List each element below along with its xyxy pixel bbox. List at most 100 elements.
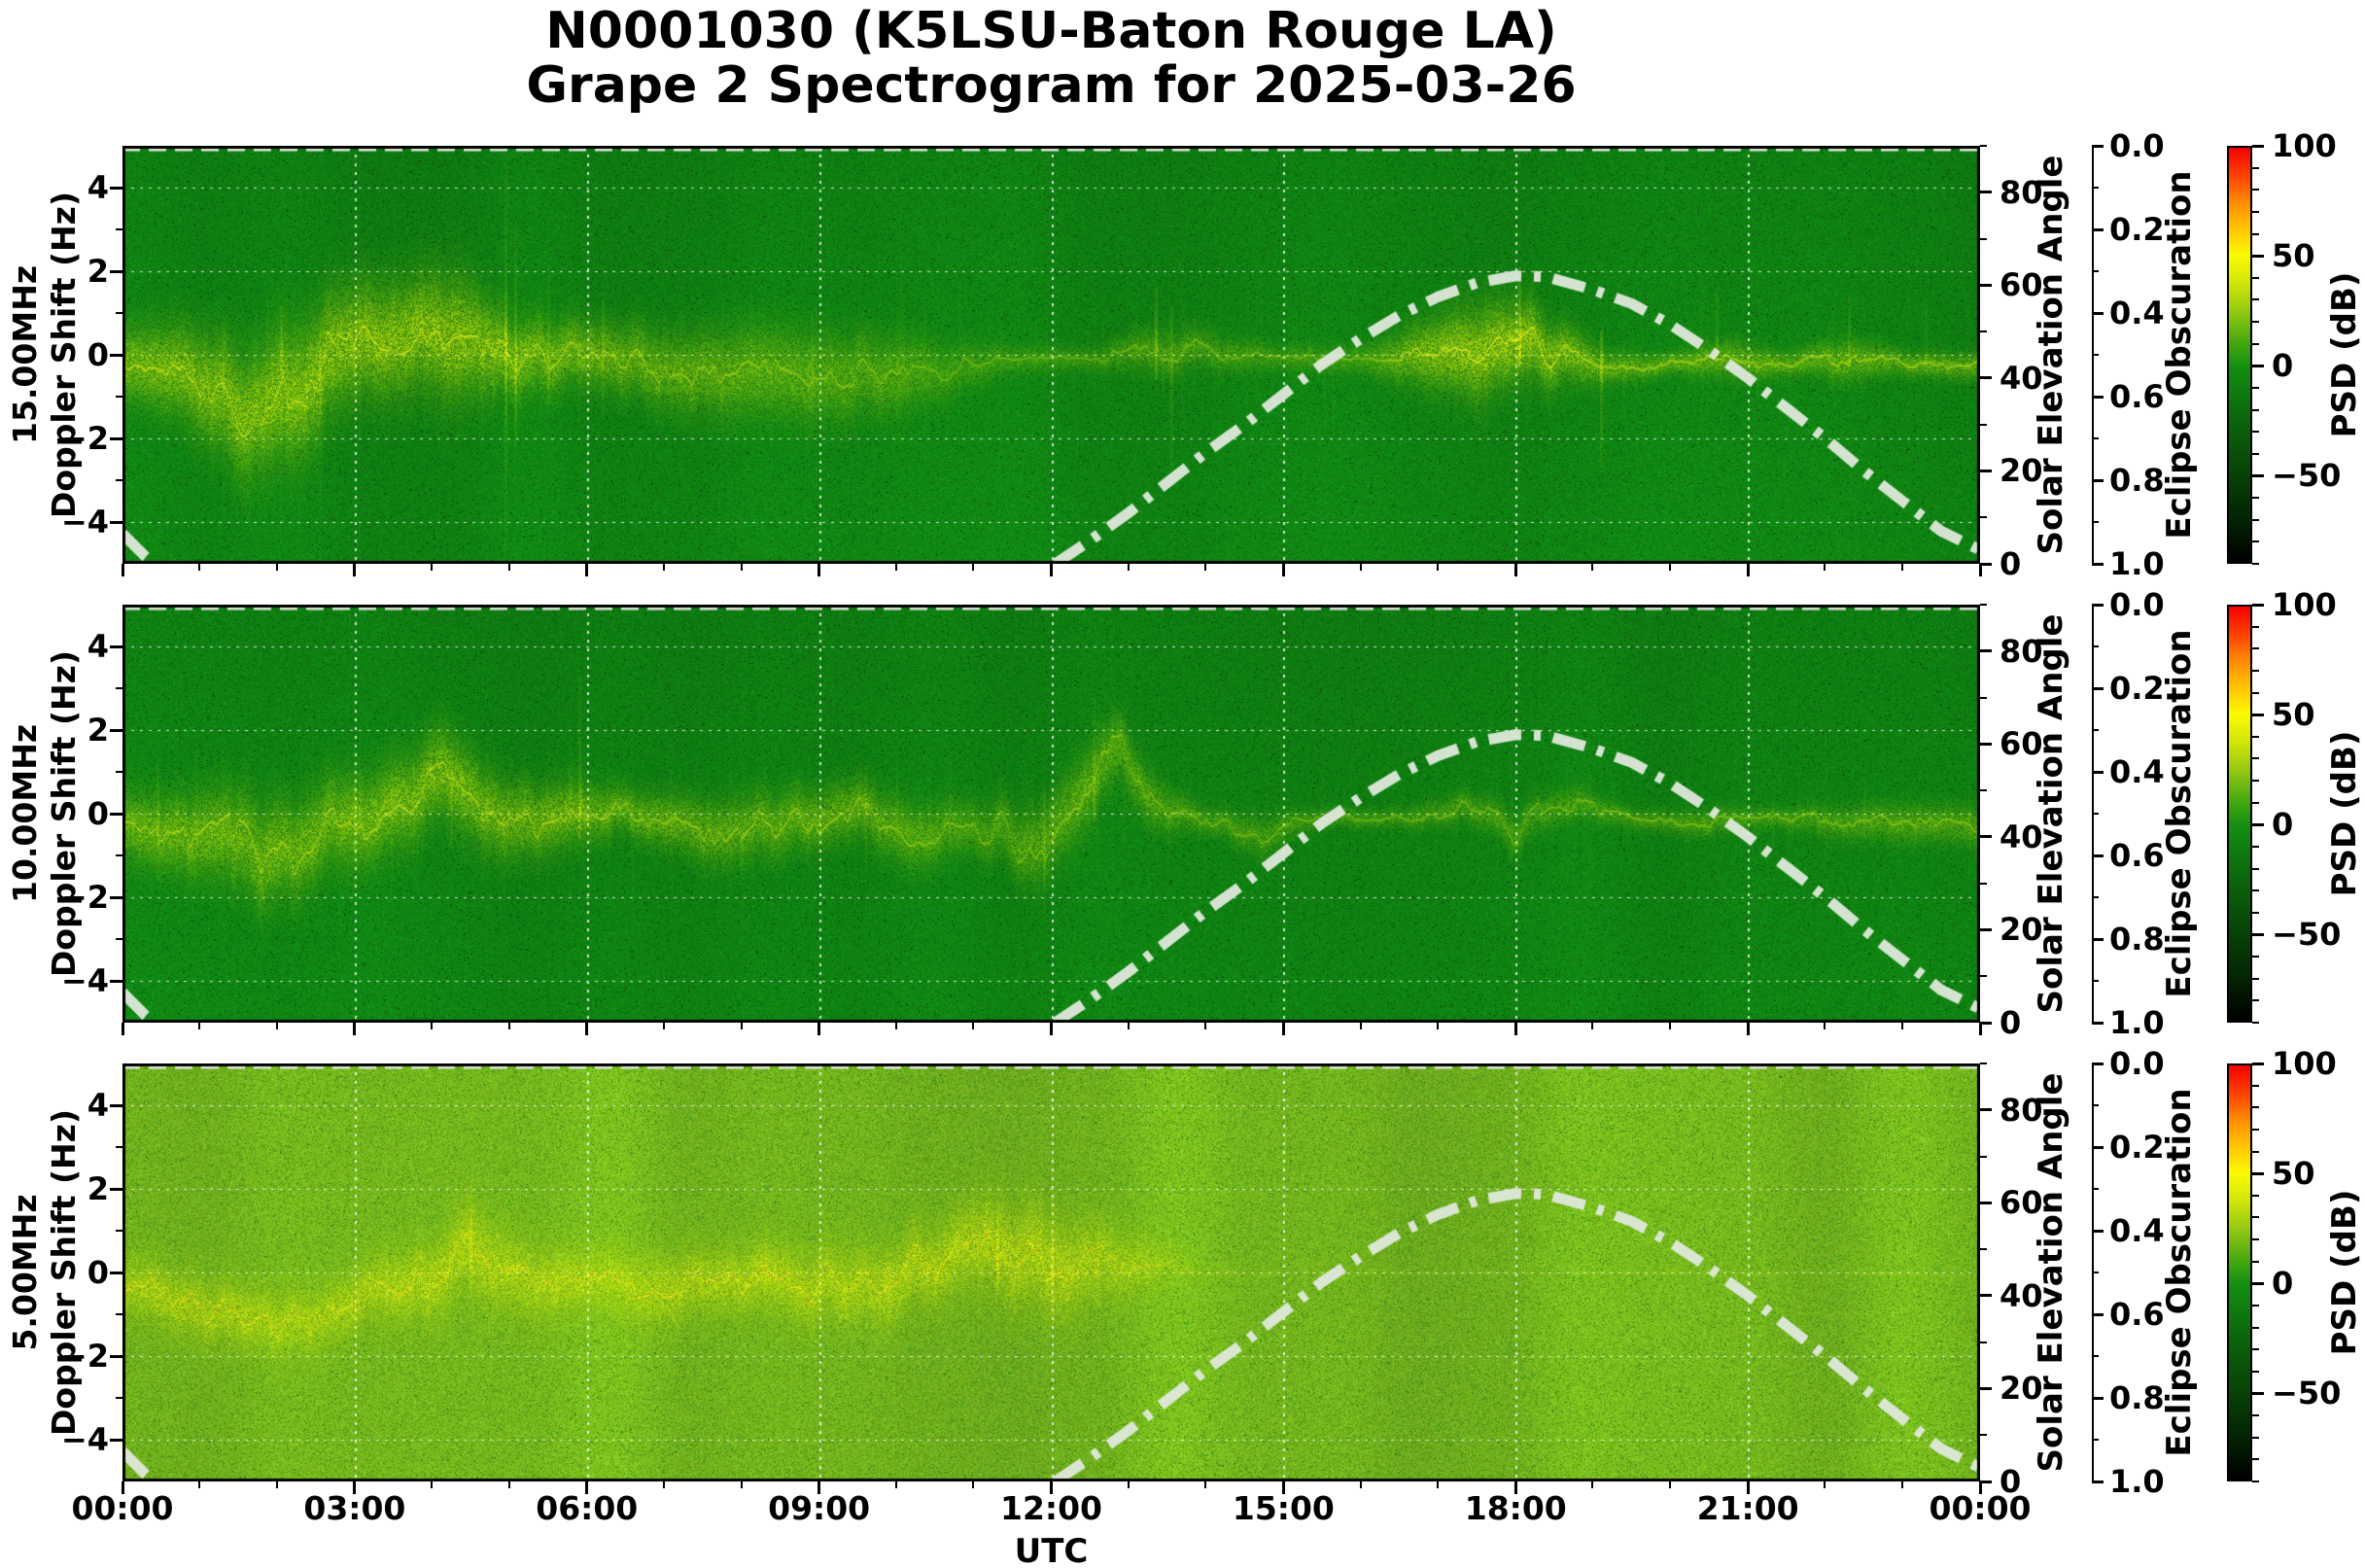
- x-minor-tick: [1669, 1481, 1671, 1488]
- colorbar-minor-tick: [2252, 1304, 2259, 1307]
- colorbar-minor-tick: [2252, 889, 2259, 892]
- colorbar-tick-mark: [2252, 822, 2264, 826]
- x-minor-tick: [1359, 564, 1362, 571]
- eclipse-minor-tick: [2092, 1188, 2099, 1190]
- doppler-minor-tick: [116, 228, 122, 230]
- colorbar-tick-label: 50: [2272, 696, 2315, 734]
- x-minor-tick: [662, 1023, 665, 1029]
- doppler-minor-tick: [116, 312, 122, 314]
- colorbar-minor-tick: [2252, 625, 2259, 628]
- x-minor-tick: [507, 564, 510, 571]
- doppler-tick-mark: [110, 436, 122, 440]
- colorbar-minor-tick: [2252, 1022, 2259, 1024]
- colorbar-minor-tick: [2252, 1348, 2259, 1351]
- x-minor-tick: [740, 1481, 743, 1488]
- colorbar-minor-tick: [2252, 801, 2259, 804]
- eclipse-tick-mark: [2092, 227, 2104, 231]
- eclipse-tick-label: 0.0: [2109, 586, 2165, 623]
- colorbar-minor-tick: [2252, 1370, 2259, 1373]
- doppler-minor-tick: [116, 1146, 122, 1148]
- solar-minor-tick: [1980, 145, 1987, 147]
- colorbar-tick-label: −50: [2272, 1375, 2342, 1412]
- doppler-tick-label: −4: [60, 962, 109, 999]
- colorbar-label: PSD (dB): [2325, 271, 2364, 438]
- eclipse-tick-label: 0.6: [2109, 837, 2165, 874]
- colorbar-minor-tick: [2252, 1128, 2259, 1131]
- eclipse-tick-label: 0.4: [2109, 753, 2165, 790]
- x-tick-mark: [353, 1023, 357, 1035]
- doppler-minor-tick: [116, 771, 122, 773]
- eclipse-tick-label: 0.2: [2109, 670, 2165, 707]
- x-minor-tick: [1669, 1023, 1671, 1029]
- doppler-tick-label: 4: [87, 628, 109, 665]
- x-minor-tick: [1669, 564, 1671, 571]
- doppler-tick-label: 4: [87, 169, 109, 206]
- x-tick-label: 12:00: [999, 1489, 1103, 1527]
- eclipse-tick-label: 0.6: [2109, 1296, 2165, 1333]
- solar-tick-mark: [1980, 1386, 1992, 1390]
- x-tick-mark: [1513, 1023, 1517, 1035]
- x-minor-tick: [1204, 1481, 1207, 1488]
- x-tick-mark: [121, 1023, 124, 1035]
- colorbar-tick-mark: [2252, 603, 2264, 607]
- solar-minor-tick: [1980, 423, 1987, 426]
- colorbar-tick-label: 100: [2272, 127, 2337, 164]
- eclipse-tick-mark: [2092, 1396, 2104, 1400]
- colorbar-minor-tick: [2252, 342, 2259, 345]
- doppler-tick-label: −2: [60, 1338, 109, 1375]
- doppler-tick-label: 0: [87, 795, 109, 832]
- eclipse-tick-mark: [2092, 311, 2104, 315]
- colorbar-tick-label: 0: [2272, 806, 2294, 844]
- x-minor-tick: [1591, 564, 1594, 571]
- eclipse-tick-label: 1.0: [2109, 545, 2165, 582]
- colorbar-minor-tick: [2252, 1458, 2259, 1461]
- x-tick-mark: [585, 1481, 589, 1494]
- eclipse-tick-label: 0.4: [2109, 295, 2165, 331]
- eclipse-tick-mark: [2092, 395, 2104, 399]
- eclipse-tick-label: 0.8: [2109, 921, 2165, 958]
- colorbar-minor-tick: [2252, 540, 2259, 543]
- colorbar-minor-tick: [2252, 647, 2259, 650]
- doppler-tick-mark: [110, 1438, 122, 1442]
- colorbar-minor-tick: [2252, 408, 2259, 411]
- solar-minor-tick: [1980, 975, 1987, 978]
- colorbar-minor-tick: [2252, 757, 2259, 760]
- colorbar-minor-tick: [2252, 780, 2259, 783]
- solar-tick-mark: [1980, 1294, 1992, 1298]
- solar-tick-label: 80: [2000, 632, 2043, 670]
- x-tick-mark: [1050, 564, 1053, 576]
- eclipse-tick-label: 0.0: [2109, 1045, 2165, 1082]
- solar-tick-mark: [1980, 649, 1992, 653]
- doppler-tick-label: 0: [87, 336, 109, 373]
- eclipse-minor-tick: [2092, 645, 2099, 647]
- x-tick-mark: [817, 1481, 821, 1494]
- doppler-tick-mark: [110, 895, 122, 899]
- colorbar-minor-tick: [2252, 1194, 2259, 1197]
- solar-minor-tick: [1980, 882, 1987, 885]
- eclipse-axis-label: Eclipse Obscuration: [2160, 629, 2199, 998]
- colorbar-tick-label: −50: [2272, 916, 2342, 954]
- x-tick-mark: [1050, 1481, 1053, 1494]
- spectrogram-canvas-10.00MHz: [122, 605, 1980, 1023]
- doppler-tick-mark: [110, 269, 122, 273]
- solar-minor-tick: [1980, 789, 1987, 792]
- colorbar-minor-tick: [2252, 452, 2259, 455]
- eclipse-tick-label: 0.8: [2109, 1379, 2165, 1416]
- x-tick-mark: [585, 1023, 589, 1035]
- doppler-tick-mark: [110, 353, 122, 357]
- eclipse-tick-label: 0.8: [2109, 462, 2165, 499]
- solar-tick-label: 0: [2000, 1004, 2022, 1041]
- doppler-tick-label: 4: [87, 1087, 109, 1124]
- x-tick-mark: [1978, 1023, 1982, 1035]
- x-tick-mark: [1746, 1023, 1750, 1035]
- eclipse-minor-tick: [2092, 896, 2099, 898]
- x-minor-tick: [1900, 1023, 1903, 1029]
- x-tick-label: 18:00: [1464, 1489, 1567, 1527]
- doppler-tick-label: −4: [60, 1421, 109, 1458]
- x-minor-tick: [894, 1023, 897, 1029]
- colorbar-minor-tick: [2252, 298, 2259, 301]
- x-minor-tick: [972, 1481, 975, 1488]
- colorbar-minor-tick: [2252, 518, 2259, 521]
- eclipse-minor-tick: [2092, 1272, 2099, 1273]
- eclipse-tick-mark: [2092, 1021, 2104, 1025]
